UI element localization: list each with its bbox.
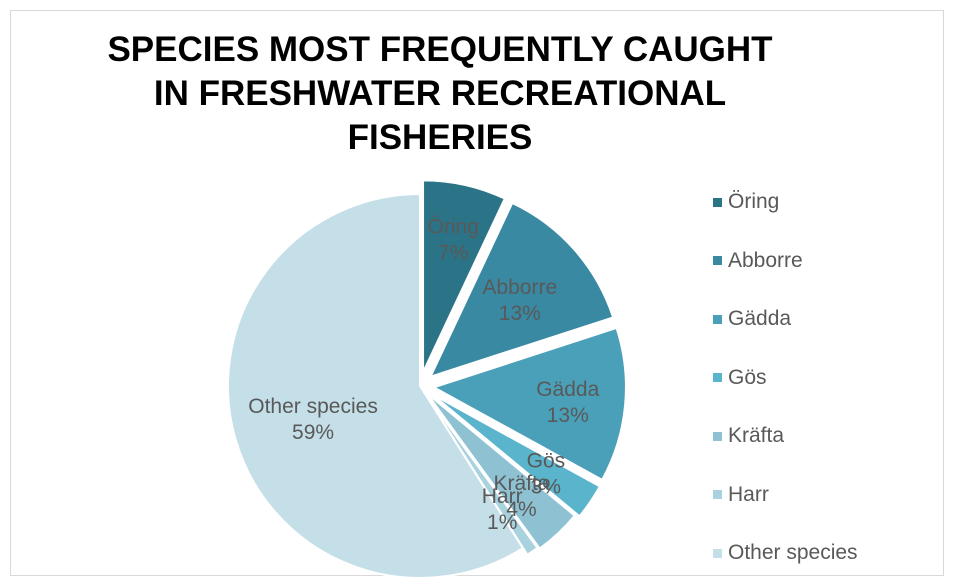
data-label-harr: Harr 1% xyxy=(482,485,523,534)
legend-swatch xyxy=(713,490,722,500)
legend-swatch xyxy=(713,197,722,207)
pie-slice-kräfta xyxy=(426,392,577,551)
legend-label: Gädda xyxy=(728,307,792,331)
pie-slice-other-species xyxy=(227,192,525,579)
data-label-gädda: Gädda 13% xyxy=(536,378,599,427)
legend-item: Gädda xyxy=(713,290,858,349)
legend-label: Öring xyxy=(728,190,780,214)
legend-item: Öring xyxy=(713,173,858,232)
legend-swatch xyxy=(713,431,722,441)
legend-label: Abborre xyxy=(728,248,803,272)
pie-slice-abborre xyxy=(428,201,615,379)
pie-slice-harr xyxy=(423,392,539,557)
legend: Öring Abborre Gädda Gös Kräfta Harr Other spec… xyxy=(713,173,858,583)
legend-item: Harr xyxy=(713,466,858,525)
pie-slice-gädda xyxy=(431,326,627,482)
legend-item: Other species xyxy=(713,524,858,583)
legend-swatch xyxy=(713,548,722,558)
legend-label: Harr xyxy=(728,482,769,506)
legend-label: Gös xyxy=(728,365,767,389)
chart-title: SPECIES MOST FREQUENTLY CAUGHT IN FRESHW… xyxy=(107,30,773,157)
legend-item: Abborre xyxy=(713,232,858,291)
legend-label: Kräfta xyxy=(728,424,785,448)
data-label-other-species: Other species 59% xyxy=(248,395,378,444)
legend-swatch xyxy=(713,256,722,266)
legend-label: Other species xyxy=(728,541,858,565)
legend-swatch xyxy=(713,373,722,383)
data-label-kräfta: Kräfta 4% xyxy=(493,472,549,521)
pie-slice-öring xyxy=(422,179,507,373)
pie-slice-gös xyxy=(430,392,602,518)
data-label-abborre: Abborre 13% xyxy=(482,276,557,325)
data-label-öring: Öring 7% xyxy=(428,215,479,264)
legend-swatch xyxy=(713,314,722,324)
legend-item: Kräfta xyxy=(713,407,858,466)
data-label-gös: Gös 3% xyxy=(527,450,566,499)
legend-item: Gös xyxy=(713,349,858,408)
